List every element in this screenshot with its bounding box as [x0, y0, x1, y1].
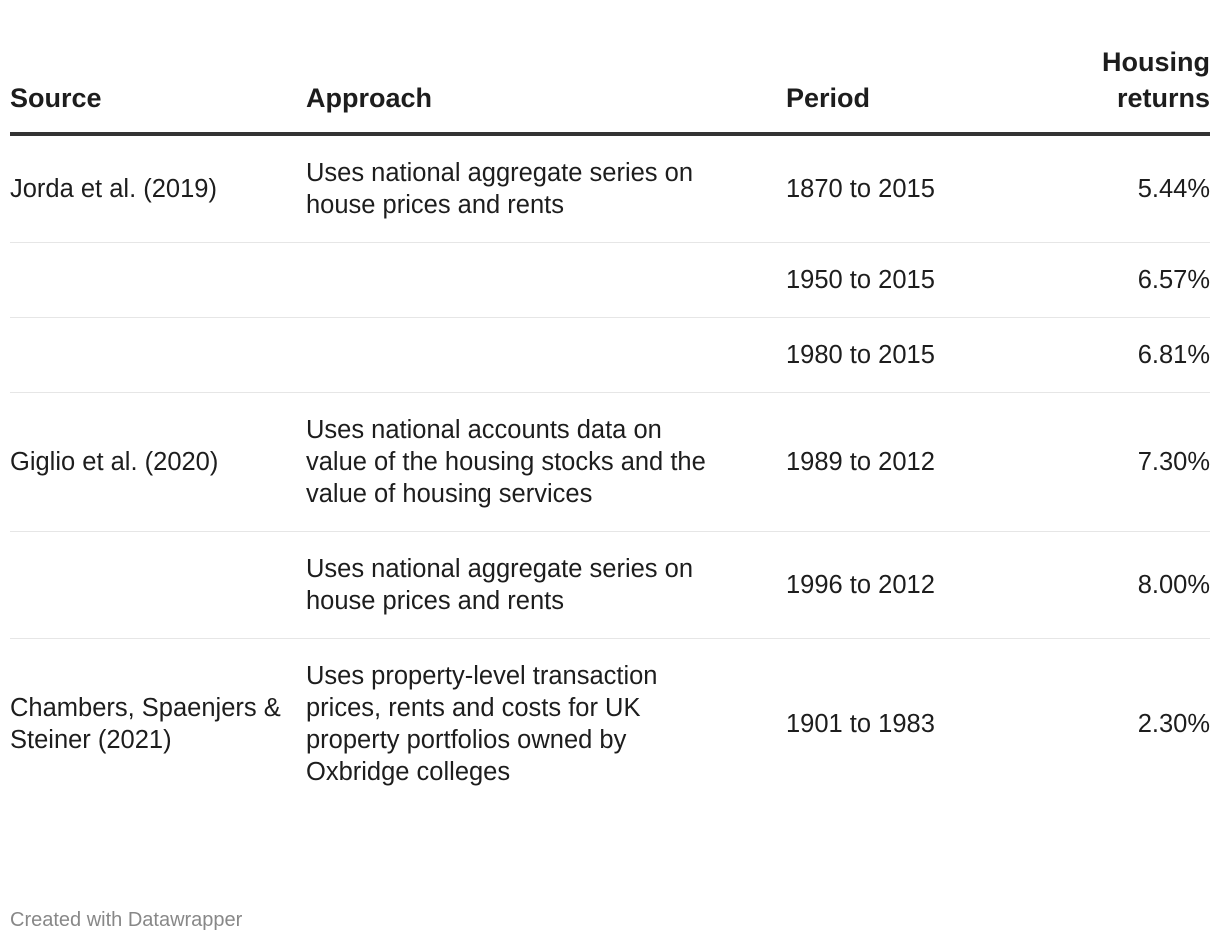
- cell-housing-returns: 5.44%: [1016, 134, 1210, 243]
- cell-housing-returns: 8.00%: [1016, 531, 1210, 639]
- column-header-period: Period: [786, 44, 1016, 136]
- cell-source: Giglio et al. (2020): [10, 392, 306, 532]
- table-row: Uses national aggregate series on house …: [10, 531, 1210, 639]
- table-row: 1950 to 2015 6.57%: [10, 242, 1210, 318]
- cell-source: [10, 531, 306, 639]
- table-row: Giglio et al. (2020) Uses national accou…: [10, 392, 1210, 532]
- table-row: Jorda et al. (2019) Uses national aggreg…: [10, 134, 1210, 243]
- table-body: Jorda et al. (2019) Uses national aggreg…: [10, 134, 1210, 809]
- column-header-source: Source: [10, 44, 306, 136]
- cell-period: 1950 to 2015: [786, 242, 1016, 318]
- cell-source: Jorda et al. (2019): [10, 134, 306, 243]
- header-row: Source Approach Period Housing returns: [10, 44, 1210, 136]
- cell-period: 1901 to 1983: [786, 710, 935, 738]
- cell-approach: Uses national aggregate series on house …: [306, 134, 786, 243]
- table-header: Source Approach Period Housing returns: [10, 44, 1210, 136]
- cell-period: 1989 to 2012: [786, 392, 1016, 532]
- cell-period: 1996 to 2012: [786, 531, 1016, 639]
- cell-period: 1870 to 2015: [786, 134, 1016, 243]
- cell-source: [10, 317, 306, 393]
- cell-approach: [306, 242, 786, 318]
- cell-approach: Uses property-level transaction prices, …: [306, 662, 658, 786]
- table-row: Chambers, Spaenjers & Steiner (2021) Use…: [10, 639, 1210, 810]
- column-header-approach: Approach: [306, 44, 786, 136]
- cell-source: [10, 242, 306, 318]
- cell-housing-returns: 6.57%: [1016, 242, 1210, 318]
- footer-credit: Created with Datawrapper: [10, 909, 243, 931]
- column-header-housing-returns: Housing returns: [1016, 44, 1210, 136]
- cell-approach: Uses national aggregate series on house …: [306, 531, 786, 639]
- cell-approach: [306, 317, 786, 393]
- cell-housing-returns: 7.30%: [1016, 392, 1210, 532]
- table-row: 1980 to 2015 6.81%: [10, 317, 1210, 393]
- cell-approach: Uses national accounts data on value of …: [306, 392, 786, 532]
- cell-housing-returns: 2.30%: [1137, 710, 1210, 738]
- cell-housing-returns: 6.81%: [1016, 317, 1210, 393]
- cell-source: Chambers, Spaenjers & Steiner (2021): [10, 694, 281, 754]
- cell-period: 1980 to 2015: [786, 317, 1016, 393]
- data-table: Source Approach Period Housing returns J…: [10, 44, 1210, 809]
